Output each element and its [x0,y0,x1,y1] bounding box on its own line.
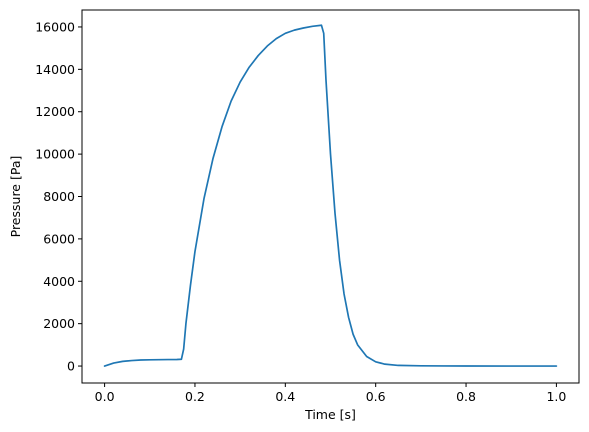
x-tick-label: 1.0 [546,389,566,404]
y-tick-label: 10000 [35,147,75,162]
x-tick-label: 0.6 [366,389,386,404]
y-tick-label: 12000 [35,104,75,119]
x-tick-label: 0.2 [185,389,205,404]
plot-frame [81,9,580,384]
x-tick-label: 0.8 [456,389,476,404]
y-axis-ticks: 0 2000 4000 6000 8000 10000 12000 14000 16000 [35,19,82,374]
y-tick-label: 8000 [43,189,75,204]
y-tick-label: 2000 [43,316,75,331]
y-tick-label: 16000 [35,19,75,34]
x-axis-ticks: 0.0 0.2 0.4 0.6 0.8 1.0 [95,383,566,404]
y-tick-label: 0 [67,359,75,374]
y-axis-label: Pressure [Pa] [8,156,23,238]
y-tick-label: 14000 [35,62,75,77]
x-tick-label: 0.0 [95,389,115,404]
x-axis-label: Time [s] [304,407,356,422]
plot-series [103,24,558,367]
series-line [103,24,558,367]
x-tick-label: 0.4 [275,389,295,404]
y-tick-label: 4000 [43,274,75,289]
y-tick-label: 6000 [43,231,75,246]
